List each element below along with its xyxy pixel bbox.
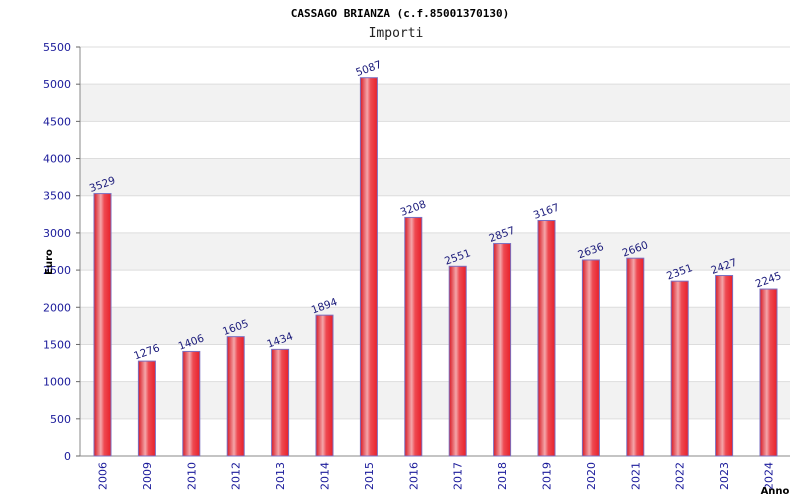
x-tick-label-2024: 2024 — [763, 462, 776, 490]
bar-2018 — [493, 243, 512, 457]
bar-2013 — [271, 348, 290, 457]
grid-band — [80, 232, 790, 271]
bars — [93, 77, 778, 457]
bar-2017 — [448, 265, 467, 457]
bar-2015 — [359, 77, 378, 457]
bar-2021 — [626, 257, 645, 457]
x-tick-label-2020: 2020 — [585, 462, 598, 490]
chart-title: CASSAGO BRIANZA (c.f.85001370130) — [291, 7, 510, 20]
x-tick-label-2023: 2023 — [718, 462, 731, 490]
y-tick-label: 500 — [50, 413, 71, 426]
chart-subtitle: Importi — [369, 26, 424, 41]
x-tick-label-2013: 2013 — [274, 462, 287, 490]
value-label-2015: 5087 — [354, 59, 383, 79]
x-axis-ticks: 2006 2009 2010 2012 2013 2014 2015 2016 2017 2018… — [97, 462, 776, 490]
x-tick-label-2018: 2018 — [496, 462, 509, 490]
y-tick-label: 1000 — [43, 376, 71, 389]
y-tick-label: 3500 — [43, 190, 71, 203]
y-tick-label: 0 — [64, 450, 71, 463]
x-tick-label-2015: 2015 — [363, 462, 376, 490]
bar-2016 — [404, 216, 423, 457]
bar-2019 — [537, 219, 556, 457]
y-tick-label: 2000 — [43, 301, 71, 314]
x-tick-label-2016: 2016 — [407, 462, 420, 490]
x-tick-label-2021: 2021 — [629, 462, 642, 490]
y-axis-label: Euro — [44, 249, 55, 275]
y-tick-label: 4000 — [43, 153, 71, 166]
value-label-2024: 2245 — [754, 270, 783, 290]
x-tick-label-2006: 2006 — [97, 462, 110, 490]
y-tick-label: 1500 — [43, 338, 71, 351]
bar-2022 — [670, 280, 689, 457]
x-tick-label-2012: 2012 — [230, 462, 243, 490]
bar-2023 — [715, 275, 734, 457]
x-tick-label-2009: 2009 — [141, 462, 154, 490]
x-tick-label-2022: 2022 — [674, 462, 687, 490]
bar-2020 — [581, 259, 600, 457]
x-tick-label-2014: 2014 — [319, 462, 332, 490]
bar-2010 — [182, 350, 201, 457]
bar-2012 — [226, 336, 245, 457]
x-tick-label-2017: 2017 — [452, 462, 465, 490]
bar-2006 — [93, 193, 112, 457]
y-tick-label: 2500 — [43, 264, 71, 277]
x-tick-label-2010: 2010 — [185, 462, 198, 490]
y-axis-ticks: 0 500 1000 1500 2000 2500 3000 3500 4000 4500 5000… — [43, 41, 80, 463]
gridlines — [80, 46, 790, 457]
y-tick-label: 3000 — [43, 227, 71, 240]
bar-2024 — [759, 288, 778, 457]
y-tick-label: 5000 — [43, 78, 71, 91]
value-label-2009: 1276 — [132, 342, 162, 363]
x-axis-label: Anno — [761, 486, 790, 497]
value-label-2016: 3208 — [399, 198, 428, 218]
y-tick-label: 5500 — [43, 41, 71, 54]
y-tick-label: 4500 — [43, 115, 71, 128]
grid-band — [80, 158, 790, 196]
bar-2014 — [315, 314, 334, 457]
grid-band — [80, 84, 790, 122]
value-label-2019: 3167 — [532, 201, 561, 221]
x-tick-label-2019: 2019 — [541, 462, 554, 490]
bar-2009 — [137, 360, 156, 457]
